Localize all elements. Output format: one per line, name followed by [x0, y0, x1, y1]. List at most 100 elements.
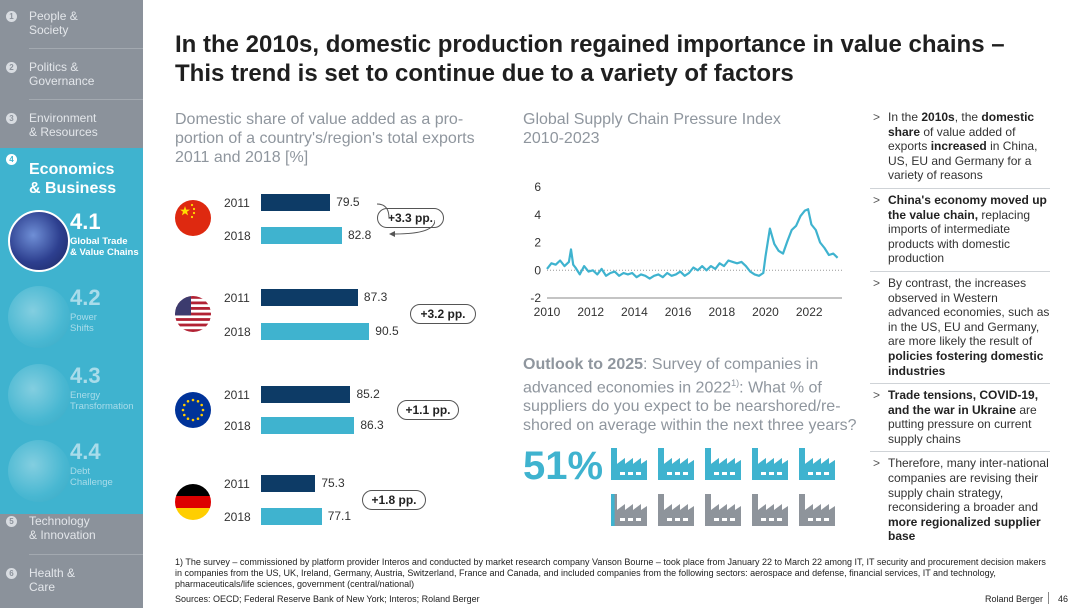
y-tick-label: 4 [534, 208, 541, 222]
germany-flag-icon [175, 484, 211, 520]
bar-germany-2011 [261, 475, 316, 492]
delta-badge-us: +3.2 pp. [410, 304, 476, 324]
bullet-emphasis: 2010s [921, 110, 955, 124]
x-tick-label: 2016 [665, 305, 692, 319]
factory-icon [799, 492, 835, 526]
year-label: 2011 [224, 291, 250, 305]
us-flag-icon [175, 296, 211, 332]
bar-value-germany-2018: 77.1 [327, 509, 352, 523]
factory-icon [658, 492, 694, 526]
subsection-desc: Energy Transformation [70, 390, 134, 412]
factory-icon [611, 492, 647, 526]
subsection-code: 4.1 [70, 209, 101, 234]
sidebar-item-label: People & Society [29, 9, 78, 37]
x-tick-label: 2022 [796, 305, 823, 319]
page-title: In the 2010s, domestic production regain… [175, 31, 1005, 87]
footnote-marker: 1) [731, 378, 740, 388]
power-shift-icon [8, 286, 70, 348]
year-label: 2011 [224, 388, 250, 402]
x-tick-label: 2012 [577, 305, 604, 319]
y-tick-label: 2 [534, 236, 541, 250]
bullet-text: are putting pressure on current supply c… [888, 402, 1037, 446]
supply-chain-pressure-chart: 6 4 2 0 -2 2010 2012 2014 2016 2018 2020 2022 [530, 180, 842, 319]
subsection-code: 4.2 [70, 285, 101, 310]
bar-eu-2018 [261, 417, 355, 434]
subsection-4-1[interactable]: 4.1 Global Trade & Value Chains [0, 204, 143, 278]
bullet-item: > Therefore, many inter-national companie… [870, 456, 1050, 549]
section-number-4: 4 [6, 154, 17, 165]
bullet-marker-icon: > [873, 456, 881, 471]
bullet-marker-icon: > [873, 388, 881, 403]
subsection-4-3[interactable]: 4.3 Energy Transformation [0, 358, 143, 432]
divider [29, 48, 143, 49]
bullet-emphasis: more regionalized supplier base [888, 514, 1041, 544]
year-label: 2011 [224, 477, 250, 491]
bullet-text: In the [888, 110, 922, 124]
sidebar: 1 People & Society 2 Politics & Governan… [0, 0, 143, 608]
sources: Sources: OECD; Federal Reserve Bank of N… [175, 594, 480, 604]
bullet-item: > Trade tensions, COVID-19, and the war i… [870, 388, 1050, 453]
bar-china-2011 [261, 194, 331, 211]
bullet-emphasis: China's economy moved up the value chain… [888, 192, 1047, 222]
sidebar-item-label: Health & Care [29, 566, 76, 594]
bullet-text: in China, US, EU and Germany for a varie… [888, 139, 1038, 183]
factory-icon [752, 446, 788, 480]
outlook-question-part1: : Survey of companies in advanced econom… [523, 356, 819, 397]
sidebar-item-label: Environment & Resources [29, 111, 98, 139]
year-label: 2011 [224, 196, 250, 210]
delta-badge-eu: +1.1 pp. [397, 400, 459, 420]
bullet-item: > China's economy moved up the value chai… [870, 193, 1050, 272]
subsection-4-4[interactable]: 4.4 Debt Challenge [0, 434, 143, 508]
x-tick-label: 2018 [708, 305, 735, 319]
bullet-emphasis: increased [930, 139, 987, 154]
divider [29, 99, 143, 100]
bar-value-us-2011: 87.3 [363, 290, 388, 304]
key-findings-list: > In the 2010s, the domestic share of val… [870, 110, 1050, 553]
bar-us-2011 [261, 289, 358, 306]
outlook-question-part2: : What % of suppliers do you expect to b… [523, 379, 857, 435]
section-number-2: 2 [6, 62, 17, 73]
subsection-desc: Global Trade & Value Chains [70, 236, 139, 258]
energy-icon [8, 364, 70, 426]
bullet-emphasis: policies fostering domestic industries [888, 348, 1044, 378]
china-flag-icon [175, 200, 211, 236]
factory-icon [752, 492, 788, 526]
delta-arrows [376, 203, 435, 237]
bullet-marker-icon: > [873, 110, 881, 124]
bar-us-2018 [261, 323, 370, 340]
factory-icon [611, 446, 647, 480]
bullet-item: > In the 2010s, the domestic share of val… [870, 110, 1050, 189]
subsection-code: 4.3 [70, 363, 101, 388]
bullet-text: of value added of exports [888, 124, 1016, 154]
debt-icon [8, 440, 70, 502]
bar-eu-2011 [261, 386, 351, 403]
subsection-4-2[interactable]: 4.2 Power Shifts [0, 280, 143, 354]
section-number-5: 5 [6, 516, 17, 527]
year-label: 2018 [224, 510, 251, 524]
delta-badge-china: +3.3 pp. [377, 208, 444, 228]
eu-flag-icon [175, 392, 211, 428]
sidebar-item-label: Technology & Innovation [29, 514, 96, 542]
bullet-text: replacing imports of intermediate produc… [888, 207, 1031, 266]
sidebar-item-label: Politics & Governance [29, 60, 95, 88]
factory-icon [705, 446, 741, 480]
line-chart-title: Global Supply Chain Pressure Index 2010-… [523, 111, 781, 147]
section-number-1: 1 [6, 11, 17, 22]
bullet-emphasis: domestic share [888, 110, 1035, 139]
bar-germany-2018 [261, 508, 322, 525]
nearshored-percentage: 51% [523, 444, 604, 488]
factory-icon [705, 492, 741, 526]
footnote: 1) The survey – commissioned by platform… [175, 557, 1046, 589]
bar-value-china-2018: 82.8 [347, 228, 372, 242]
bar-value-us-2018: 90.5 [375, 324, 399, 338]
bar-china-2018 [261, 227, 342, 244]
delta-badge-germany: +1.8 pp. [362, 490, 426, 510]
sidebar-item-label: Economics & Business [29, 161, 117, 197]
bullet-text: By contrast, the increases observed in W… [888, 275, 1050, 349]
bar-value-eu-2018: 86.3 [360, 418, 384, 432]
gscpi-series-line [546, 208, 839, 280]
divider [29, 554, 143, 555]
factory-icon [658, 446, 694, 480]
bar-value-eu-2011: 85.2 [356, 387, 380, 401]
bullet-text: Therefore, many inter-national companies… [888, 456, 1049, 515]
